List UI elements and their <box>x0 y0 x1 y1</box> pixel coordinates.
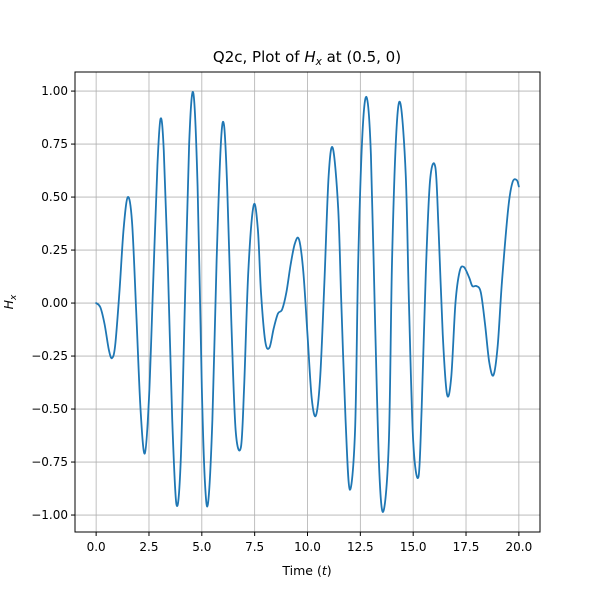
y-tick-label: −0.75 <box>31 455 68 469</box>
x-tick-label: 20.0 <box>506 540 533 554</box>
x-tick-label: 12.5 <box>347 540 374 554</box>
y-tick-label: 1.00 <box>41 84 68 98</box>
series-line <box>95 91 520 513</box>
y-tick-label: 0.25 <box>41 243 68 257</box>
x-tick-label: 5.0 <box>192 540 211 554</box>
x-tick-label: 7.5 <box>245 540 264 554</box>
x-tick-label: 17.5 <box>453 540 480 554</box>
x-tick-label: 2.5 <box>139 540 158 554</box>
chart-title: Q2c, Plot of Hx at (0.5, 0) <box>213 48 401 68</box>
y-tick-label: −0.25 <box>31 349 68 363</box>
x-axis-label: Time (t) <box>281 563 331 578</box>
y-tick-label: −0.50 <box>31 402 68 416</box>
y-axis-label: Hx <box>1 294 19 309</box>
y-tick-label: 0.00 <box>41 296 68 310</box>
y-tick-label: 0.75 <box>41 137 68 151</box>
x-axis: 0.0 2.5 5.0 7.5 10.0 12.5 15.0 17.5 20.0 <box>87 532 533 554</box>
x-tick-label: 15.0 <box>400 540 427 554</box>
series-layer <box>95 91 520 513</box>
y-tick-label: −1.00 <box>31 508 68 522</box>
y-tick-label: 0.50 <box>41 190 68 204</box>
grid <box>75 72 540 532</box>
x-tick-label: 10.0 <box>294 540 321 554</box>
y-axis: −1.00 −0.75 −0.50 −0.25 0.00 0.25 0.50 0.75 1.00 <box>31 84 75 522</box>
x-tick-label: 0.0 <box>87 540 106 554</box>
